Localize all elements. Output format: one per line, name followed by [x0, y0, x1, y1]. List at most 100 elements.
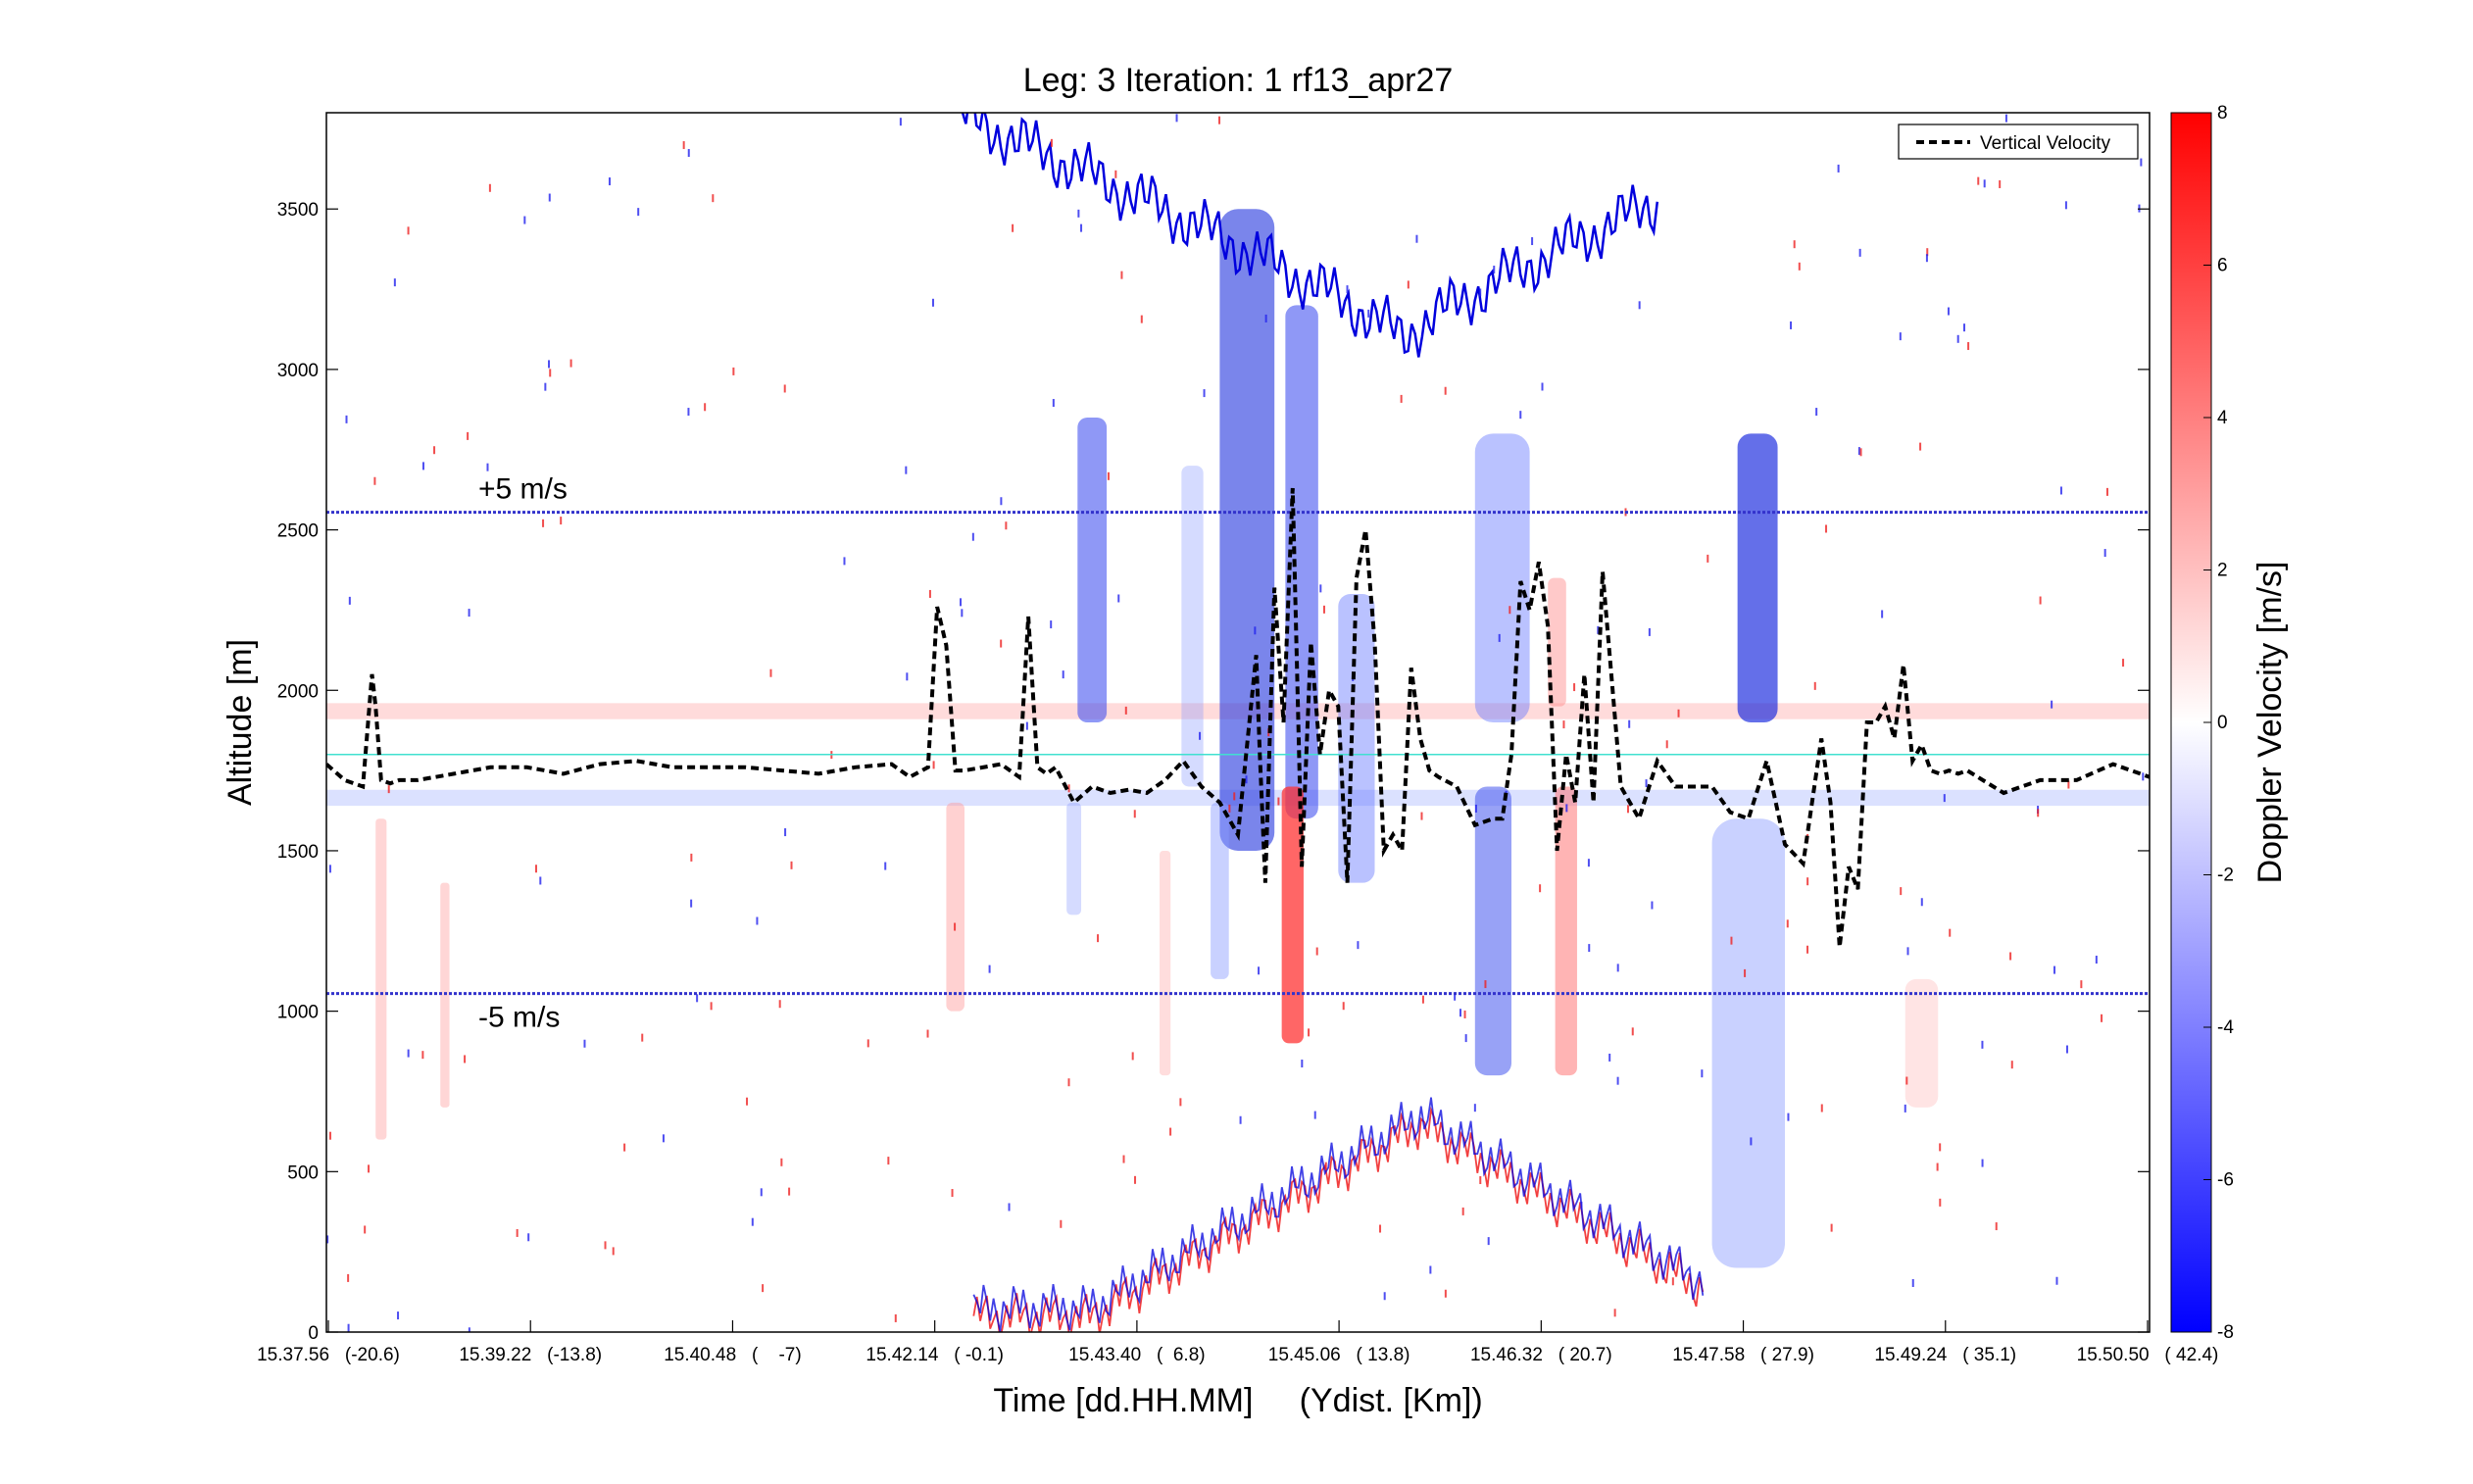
field-speckle — [1493, 266, 1496, 274]
field-plume-2 — [1219, 209, 1275, 851]
field-speckle — [623, 1143, 626, 1152]
colorbar-tick-label: 4 — [2217, 408, 2228, 428]
colorbar-tick-label: 6 — [2217, 256, 2228, 276]
field-speckle — [931, 298, 934, 307]
chart-title: Leg: 3 Iteration: 1 rf13_apr27 — [1023, 62, 1454, 99]
y-axis-label: Altitude [m] — [222, 639, 259, 806]
field-speckle — [1701, 1069, 1704, 1078]
field-speckle — [1631, 1027, 1634, 1036]
field-speckle — [1573, 683, 1576, 692]
field-speckle — [1067, 1078, 1070, 1087]
field-speckle — [467, 431, 470, 440]
field-speckle — [780, 1158, 783, 1166]
doppler-field — [326, 113, 2150, 1332]
field-speckle — [1367, 309, 1370, 318]
field-speckle — [544, 382, 547, 391]
field-speckle — [1706, 554, 1709, 563]
field-speckle — [1541, 382, 1544, 391]
field-speckle — [1900, 887, 1903, 896]
field-speckle — [704, 403, 707, 412]
x-tick-label: 15.47.58 ( 27.9) — [1672, 1345, 1814, 1365]
field-speckle — [1859, 448, 1862, 457]
field-speckle — [1744, 968, 1747, 977]
field-speckle — [569, 359, 572, 368]
field-speckle — [1322, 605, 1325, 614]
field-plume-17 — [1904, 978, 1939, 1108]
field-speckle — [1562, 720, 1565, 729]
field-plume-15 — [1211, 802, 1229, 979]
field-speckle — [1597, 625, 1600, 634]
field-speckle — [1806, 877, 1809, 886]
field-speckle — [1140, 315, 1143, 323]
field-speckle — [328, 1131, 331, 1140]
y-tick-label: 500 — [287, 1162, 319, 1183]
x-tick-label: 15.40.48 ( -7) — [664, 1345, 801, 1365]
y-tick-label: 3500 — [277, 200, 319, 221]
field-speckle — [1580, 1201, 1583, 1210]
field-speckle — [1383, 1292, 1386, 1301]
field-speckle — [760, 1188, 763, 1197]
field-speckle — [1519, 411, 1522, 420]
field-speckle — [1459, 1009, 1462, 1017]
x-tick-label: 15.37.56 (-20.6) — [257, 1345, 400, 1365]
colorbar-tick-label: 8 — [2217, 103, 2228, 124]
field-speckle — [1120, 271, 1123, 279]
field-speckle — [539, 876, 542, 885]
field-speckle — [2004, 114, 2007, 123]
field-speckle — [690, 899, 693, 908]
y-tick-label: 0 — [308, 1323, 319, 1344]
field-speckle — [1400, 394, 1403, 403]
field-speckle — [1313, 1111, 1316, 1119]
field-speckle — [928, 589, 931, 598]
field-speckle — [1616, 964, 1619, 972]
field-speckle — [1815, 408, 1818, 417]
field-speckle — [345, 415, 348, 423]
field-speckle — [1175, 114, 1178, 123]
field-speckle — [1025, 721, 1028, 730]
field-speckle — [756, 916, 759, 925]
field-plume-7 — [1737, 433, 1778, 722]
field-speckle — [1233, 792, 1236, 801]
y-tick-label: 2000 — [277, 681, 319, 702]
field-speckle — [1454, 992, 1457, 1001]
field-speckle — [1588, 944, 1591, 953]
field-speckle — [1920, 898, 1923, 907]
field-speckle — [1097, 934, 1100, 943]
field-speckle — [549, 369, 552, 377]
y-tick-label: 1500 — [277, 842, 319, 863]
field-speckle — [1565, 804, 1568, 813]
field-speckle — [2039, 596, 2042, 605]
field-speckle — [1981, 1159, 1984, 1167]
field-speckle — [347, 1273, 350, 1282]
field-speckle — [1117, 594, 1120, 603]
field-speckle — [1484, 980, 1487, 989]
field-speckle — [2064, 201, 2067, 210]
field-speckle — [583, 1039, 586, 1048]
field-speckle — [843, 557, 846, 566]
field-speckle — [1050, 138, 1053, 147]
field-speckle — [894, 1313, 897, 1322]
reference-line-label-1: -5 m/s — [478, 1002, 560, 1034]
field-speckle — [662, 1134, 665, 1143]
field-speckle — [1218, 116, 1221, 124]
field-speckle — [960, 598, 963, 607]
field-speckle — [1995, 1222, 1998, 1231]
field-speckle — [468, 609, 470, 618]
field-speckle — [1825, 524, 1828, 533]
field-speckle — [1911, 1278, 1914, 1287]
field-speckle — [1857, 447, 1860, 456]
field-speckle — [637, 208, 640, 217]
field-speckle — [560, 517, 563, 525]
plot-frame — [325, 112, 2151, 1333]
field-speckle — [542, 519, 545, 527]
field-plume-13 — [375, 818, 387, 1140]
y-tick-label: 3000 — [277, 361, 319, 381]
field-speckle — [604, 1241, 607, 1250]
field-speckle — [712, 194, 715, 203]
field-surface-bottom-1 — [972, 1097, 1705, 1332]
field-speckle — [751, 1217, 754, 1226]
field-speckle — [2080, 980, 2083, 989]
field-speckle — [1479, 288, 1482, 297]
field-speckle — [866, 1039, 869, 1048]
